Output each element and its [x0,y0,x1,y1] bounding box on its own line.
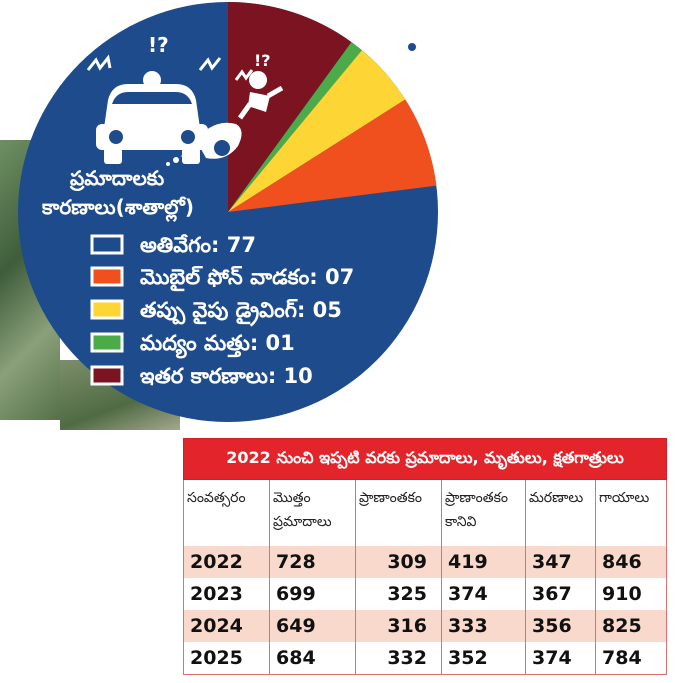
pie-chart: !? !? ప్రమాదాలకు కారణాలు(శాతాల్లో) అతివే… [18,2,438,422]
column-header-total-accidents: మొత్తం ప్రమాదాలు [269,479,356,546]
legend-swatch-wrong-side [90,299,124,320]
legend-label-alcohol: మద్యం మత్తు: 01 [140,331,295,359]
table-cell: 728 [269,546,356,578]
legend-item-alcohol: మద్యం మత్తు: 01 [90,331,295,359]
pie-slice [228,99,437,212]
table-cell: 347 [525,546,596,578]
table-cell: 374 [525,642,596,675]
legend-label-speeding: అతివేగం: 77 [140,233,256,257]
legend-swatch-others [90,365,124,386]
legend-label-others: ఇతర కారణాలు: 10 [140,364,313,388]
table-cell: 309 [355,546,442,578]
table-row: 2023 699 325 374 367 910 [183,578,668,610]
legend-swatch-alcohol [90,332,124,353]
pie-slice [228,2,352,212]
table-cell: 2024 [183,610,270,642]
table-title: 2022 నుంచి ఇప్పటి వరకు ప్రమాదాలు, మృతులు… [182,438,668,480]
table-cell: 825 [594,610,668,642]
column-header-fatal: ప్రాణాంతకం [355,479,442,546]
table-cell: 2023 [183,578,270,610]
column-header-year: సంవత్సరం [183,479,270,546]
table-cell: 332 [355,642,442,675]
crash-marks-text-1: !? [148,33,169,57]
table-cell: 352 [441,642,526,675]
column-header-non-fatal: ప్రాణాంతకం కానివి [441,479,526,546]
pie-slices [228,2,437,212]
table-cell: 784 [594,642,668,675]
pie-slice [228,50,406,212]
table-cell: 333 [441,610,526,642]
table-cell: 2025 [183,642,270,675]
legend-item-speeding: అతివేగం: 77 [90,233,256,257]
pie-edge-dot [408,43,416,51]
legend-label-mobile: మొబైల్ ఫోన్ వాడకం: 07 [140,265,354,292]
table-row: 2025 684 332 352 374 784 [183,642,668,675]
table-cell: 846 [594,546,668,578]
table-cell: 419 [441,546,526,578]
table-cell: 374 [441,578,526,610]
crash-marks-text-2: !? [254,51,271,70]
car-crash-icon [86,54,284,166]
table-row: 2022 728 309 419 347 846 [183,546,668,578]
table-cell: 2022 [183,546,270,578]
column-header-deaths: మరణాలు [525,479,596,546]
legend-swatch-mobile [90,266,124,287]
table-cell: 316 [355,610,442,642]
table-cell: 699 [269,578,356,610]
table-row: 2024 649 316 333 356 825 [183,610,668,642]
table-cell: 910 [594,578,668,610]
legend-swatch-speeding [90,234,124,255]
pie-slice [228,42,362,212]
table-cell: 649 [269,610,356,642]
legend-item-mobile: మొబైల్ ఫోన్ వాడకం: 07 [90,265,354,292]
table-cell: 356 [525,610,596,642]
table-cell: 684 [269,642,356,675]
accidents-table: 2022 నుంచి ఇప్పటి వరకు ప్రమాదాలు, మృతులు… [182,438,668,675]
pie-title-line2: కారణాలు(శాతాల్లో) [41,195,194,222]
pie-title-line1: ప్రమాదాలకు [69,166,164,192]
table-cell: 325 [355,578,442,610]
legend-item-others: ఇతర కారణాలు: 10 [90,364,313,388]
table-cell: 367 [525,578,596,610]
column-header-injuries: గాయాలు [594,479,668,546]
